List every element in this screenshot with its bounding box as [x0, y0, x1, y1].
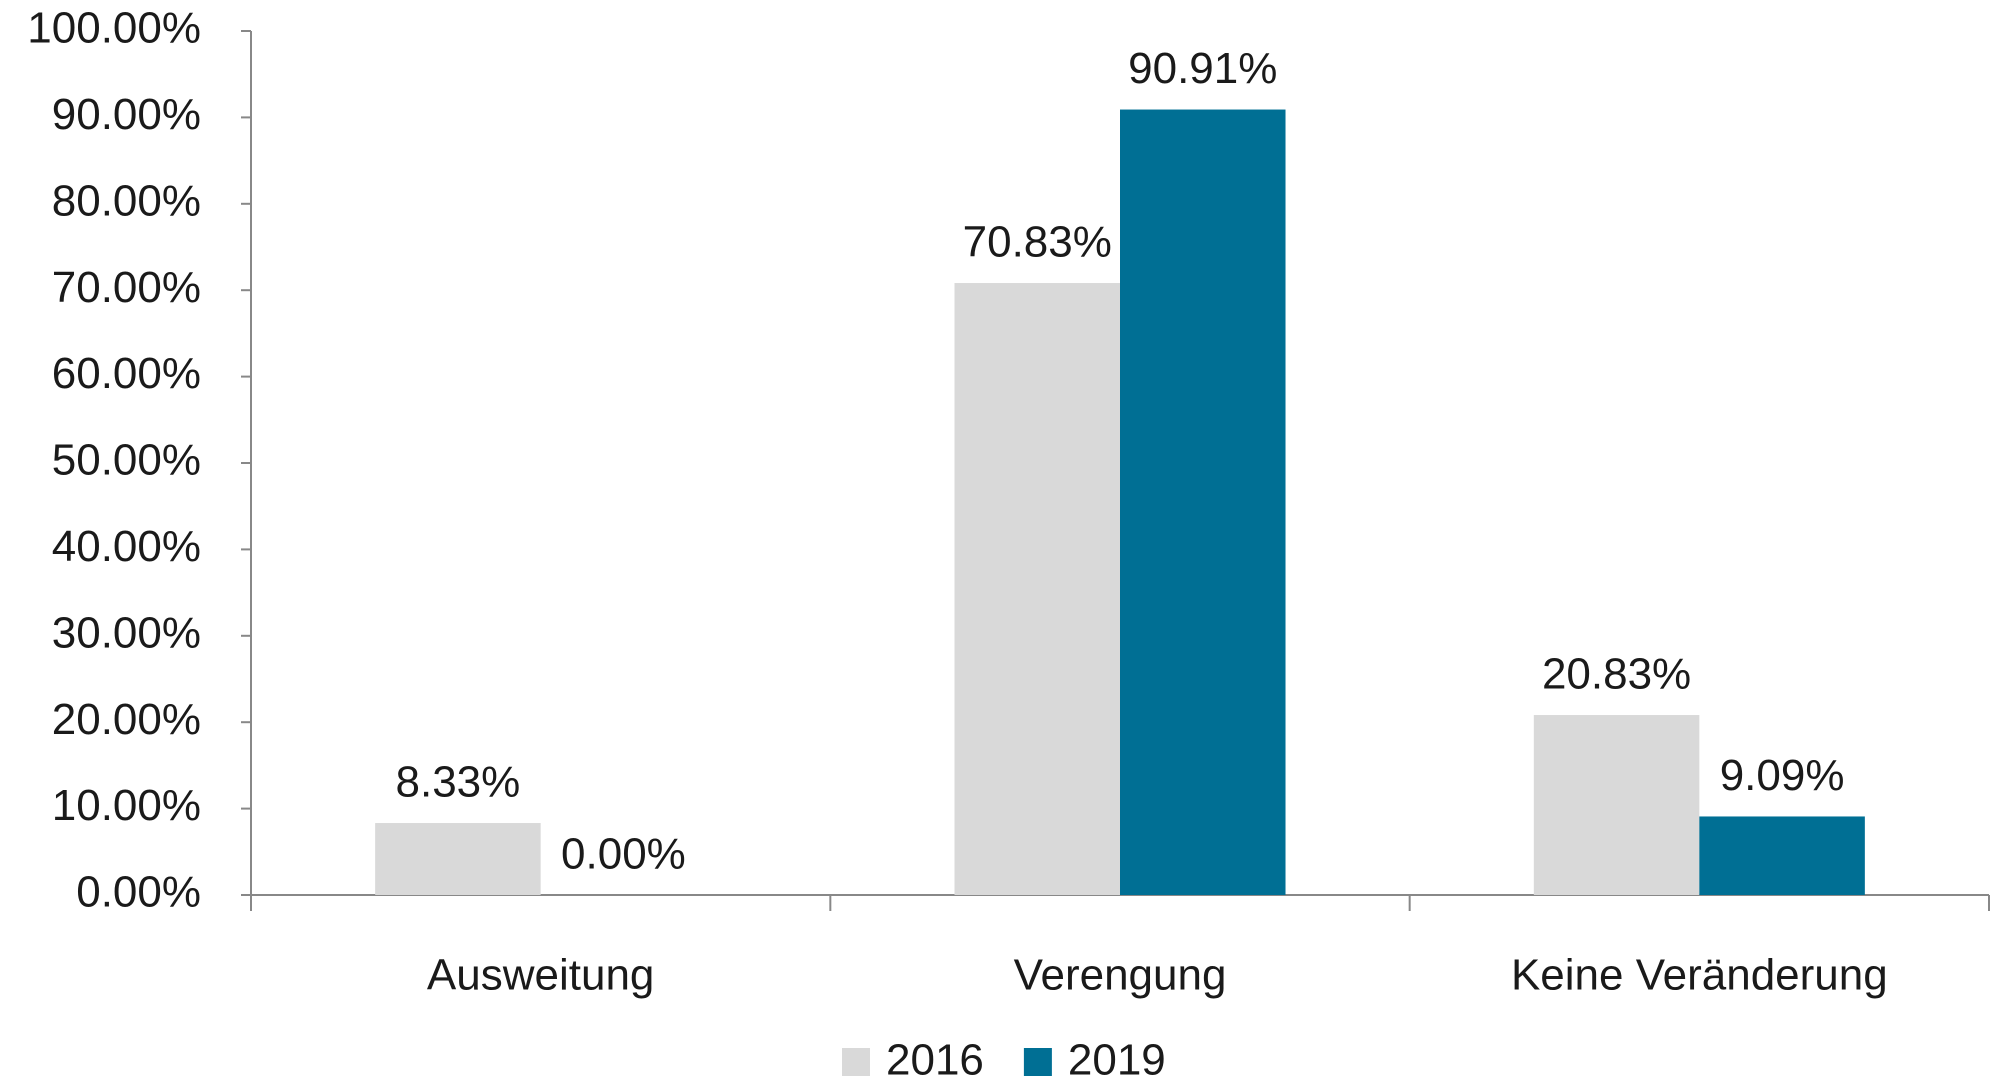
data-label: 90.91%: [1128, 44, 1277, 93]
bar: [1120, 109, 1286, 895]
y-tick-label: 90.00%: [52, 90, 201, 139]
data-label: 70.83%: [963, 218, 1112, 267]
bar: [954, 283, 1120, 895]
y-tick-label: 40.00%: [52, 522, 201, 571]
x-tick-label: Verengung: [1014, 951, 1227, 1000]
bar: [1699, 816, 1865, 895]
y-tick-label: 50.00%: [52, 436, 201, 485]
data-label: 8.33%: [396, 758, 521, 807]
x-tick-label: Ausweitung: [427, 951, 654, 1000]
legend-label: 2019: [1068, 1036, 1166, 1085]
legend-label: 2016: [886, 1036, 984, 1085]
legend-swatch: [1023, 1048, 1052, 1076]
y-tick-label: 20.00%: [52, 695, 201, 744]
y-tick-label: 70.00%: [52, 263, 201, 312]
data-label: 20.83%: [1542, 650, 1691, 699]
y-tick-label: 0.00%: [76, 868, 201, 917]
y-tick-label: 100.00%: [27, 4, 201, 53]
data-label: 9.09%: [1720, 751, 1845, 800]
data-label: 0.00%: [561, 830, 686, 879]
bar: [1533, 715, 1700, 895]
x-tick-label: Keine Veränderung: [1511, 951, 1888, 1000]
y-tick-label: 80.00%: [52, 176, 201, 225]
bar: [375, 823, 541, 895]
y-tick-label: 30.00%: [52, 608, 201, 657]
legend-swatch: [842, 1048, 870, 1076]
y-tick-label: 60.00%: [52, 349, 201, 398]
y-tick-label: 10.00%: [52, 781, 201, 830]
